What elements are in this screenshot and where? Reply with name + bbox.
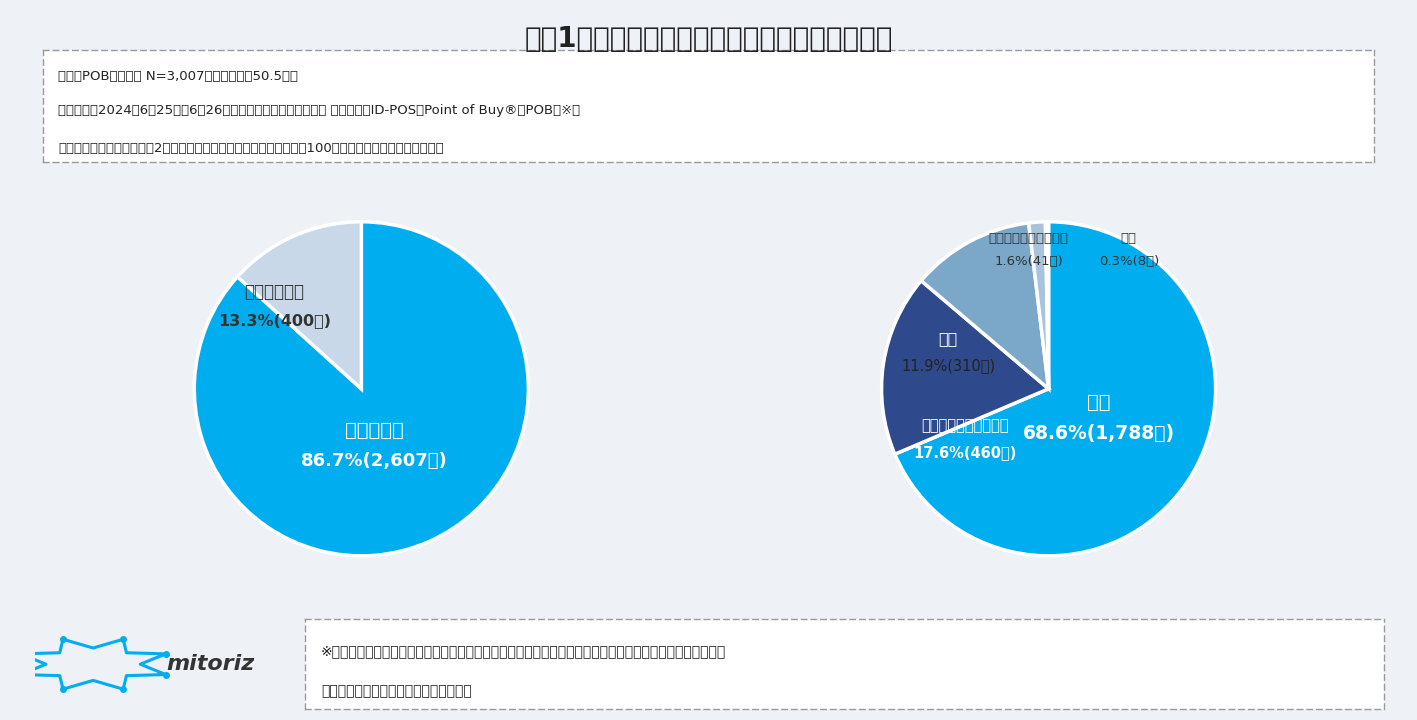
Text: 11.9%(310人): 11.9%(310人)	[901, 358, 995, 373]
Text: 0.3%(8人): 0.3%(8人)	[1098, 256, 1159, 269]
Wedge shape	[1046, 222, 1049, 389]
Wedge shape	[881, 281, 1049, 454]
Text: 食べられる: 食べられる	[346, 421, 404, 440]
Wedge shape	[238, 222, 361, 389]
Text: プルリテール購買データのデータベース: プルリテール購買データのデータベース	[320, 684, 472, 698]
Text: 普通: 普通	[938, 331, 958, 346]
Text: 1.6%(41人): 1.6%(41人)	[995, 256, 1063, 269]
Text: どちらかといえば嫌い: どちらかといえば嫌い	[989, 232, 1068, 245]
Wedge shape	[194, 222, 529, 556]
Text: 全国のPOB会員男女 N=3,007人（平均年齢50.5歳）: 全国のPOB会員男女 N=3,007人（平均年齢50.5歳）	[58, 71, 299, 84]
Text: ※全国の消費者から実際に購入したレシートを収集し、ブランドカテゴリごとにレシートを集計したマルチ: ※全国の消費者から実際に購入したレシートを収集し、ブランドカテゴリごとにレシート…	[320, 644, 726, 658]
Text: 86.7%(2,607人): 86.7%(2,607人)	[302, 451, 448, 469]
Text: 17.6%(460人): 17.6%(460人)	[914, 445, 1017, 460]
Wedge shape	[896, 222, 1216, 556]
Wedge shape	[921, 223, 1049, 389]
Text: 注）構成比は小数点以下第2位を四捨五入しているため、内訳の和が100％にならない場合があります。: 注）構成比は小数点以下第2位を四捨五入しているため、内訳の和が100％にならない…	[58, 142, 445, 155]
Text: 食べられない: 食べられない	[245, 283, 305, 301]
Text: 好き: 好き	[1087, 392, 1111, 412]
Text: 調査期間：2024年6月25日～6月26日　インターネットリサーチ マルチプルID-POS「Point of Buy®（POB）※」: 調査期間：2024年6月25日～6月26日 インターネットリサーチ マルチプルI…	[58, 104, 581, 117]
Wedge shape	[1029, 222, 1049, 389]
Text: 嫌い: 嫌い	[1121, 232, 1136, 245]
Text: 13.3%(400人): 13.3%(400人)	[218, 312, 332, 328]
Text: 図表1）うなぎを食べられるか／うなぎが好きか: 図表1）うなぎを食べられるか／うなぎが好きか	[524, 25, 893, 53]
Text: どちらかといえば好き: どちらかといえば好き	[921, 418, 1009, 433]
Text: 68.6%(1,788人): 68.6%(1,788人)	[1023, 424, 1175, 444]
Text: mitoriz: mitoriz	[167, 654, 255, 674]
